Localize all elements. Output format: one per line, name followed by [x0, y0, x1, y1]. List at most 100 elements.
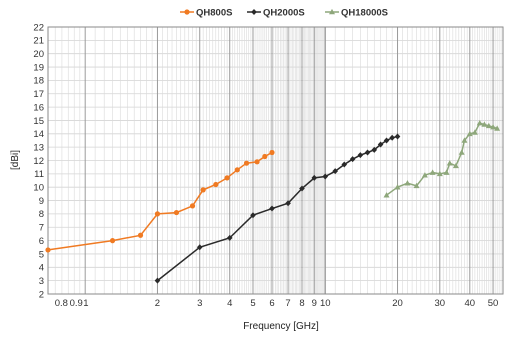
legend-item-qh2000s: QH2000S: [247, 7, 305, 18]
data-point-qh18000s: [481, 121, 488, 127]
y-tick-label: 10: [33, 183, 44, 194]
data-point-qh18000s: [452, 162, 459, 169]
data-point-qh2000s: [269, 205, 275, 212]
x-tick-label: 40: [465, 298, 476, 309]
y-tick-label: 20: [33, 49, 44, 60]
data-point-qh18000s: [446, 160, 453, 166]
x-tick-label: 5: [250, 298, 255, 309]
data-point-qh18000s: [429, 169, 436, 175]
x-tick-label: 2: [155, 298, 160, 309]
data-point-qh2000s: [349, 156, 356, 163]
data-point-qh2000s: [377, 141, 384, 148]
data-point-qh18000s: [421, 172, 428, 178]
legend-item-qh18000s: QH18000S: [325, 7, 388, 18]
x-tick-labels: 0.8 0.9 1 2 3 4 5 6 7 8 9 10 20 30 40 50: [55, 298, 499, 309]
data-point-qh18000s: [490, 124, 497, 130]
data-point-qh2000s: [154, 277, 161, 284]
y-tick-label: 7: [39, 223, 44, 234]
x-tick-label: 7: [285, 298, 290, 309]
data-point-qh2000s: [332, 168, 338, 175]
x-tick-label: 0.9: [70, 298, 83, 309]
y-tick-label: 9: [39, 196, 44, 207]
x-tick-label: 6: [269, 298, 274, 309]
data-point-qh18000s: [404, 180, 411, 186]
plot-border: [47, 26, 504, 295]
x-tick-label: 30: [435, 298, 446, 309]
y-axis-label: [dBi]: [10, 150, 21, 170]
y-tick-label: 6: [39, 236, 44, 247]
x-tick-label: 10: [320, 298, 331, 309]
series-qh800s: [45, 149, 275, 253]
data-point-qh18000s: [485, 122, 492, 129]
y-tick-label: 5: [39, 249, 44, 260]
data-point-qh18000s: [383, 192, 390, 198]
data-point-qh2000s: [389, 134, 395, 141]
y-tick-label: 21: [33, 36, 44, 47]
data-point-qh18000s: [466, 130, 473, 137]
data-point-qh2000s: [394, 133, 401, 140]
legend-label-qh18000s: QH18000S: [341, 7, 388, 18]
legend: QH800S QH2000S QH18000S: [180, 7, 388, 18]
series-group: [45, 120, 501, 284]
data-point-qh18000s: [458, 149, 465, 155]
data-point-qh2000s: [311, 174, 318, 181]
y-tick-label: 18: [33, 76, 44, 87]
legend-label-qh2000s: QH2000S: [263, 7, 305, 18]
data-point-qh2000s: [250, 212, 256, 219]
x-tick-label: 1: [83, 298, 88, 309]
data-point-qh2000s: [285, 200, 291, 207]
data-point-qh18000s: [443, 169, 450, 175]
series-qh2000s: [154, 133, 401, 284]
data-point-qh800s: [109, 238, 116, 244]
data-point-qh800s: [224, 175, 230, 181]
data-point-qh800s: [137, 232, 144, 238]
x-tick-label: 9: [312, 298, 317, 309]
legend-label-qh800s: QH800S: [196, 7, 232, 18]
data-point-qh800s: [200, 187, 206, 193]
y-tick-label: 3: [39, 276, 44, 287]
data-point-qh2000s: [357, 152, 364, 159]
data-point-qh18000s: [394, 184, 401, 190]
data-point-qh800s: [243, 160, 250, 166]
legend-marker-qh800s: [184, 9, 190, 15]
y-tick-label: 16: [33, 102, 44, 113]
x-tick-label: 3: [197, 298, 202, 309]
y-tick-label: 14: [33, 129, 44, 140]
data-point-qh18000s: [471, 129, 478, 135]
y-tick-label: 12: [33, 156, 44, 167]
data-point-qh2000s: [299, 185, 305, 192]
data-point-qh800s: [189, 203, 196, 209]
y-tick-label: 15: [33, 116, 44, 127]
data-point-qh800s: [173, 209, 180, 216]
data-point-qh18000s: [494, 125, 501, 131]
data-point-qh2000s: [383, 137, 390, 144]
y-tick-label: 2: [39, 289, 44, 300]
data-point-qh800s: [154, 211, 161, 217]
grid: [47, 26, 504, 295]
plot-frame: [47, 26, 504, 295]
data-point-qh2000s: [322, 173, 329, 180]
data-point-qh2000s: [364, 149, 371, 156]
x-tick-label: 4: [227, 298, 232, 309]
data-point-qh18000s: [413, 182, 420, 189]
data-point-qh800s: [269, 149, 275, 156]
y-tick-label: 22: [33, 22, 44, 33]
y-tick-label: 19: [33, 62, 44, 73]
data-point-qh800s: [45, 247, 51, 253]
data-point-qh2000s: [226, 234, 233, 241]
data-point-qh18000s: [461, 137, 468, 143]
x-tick-label: 0.8: [55, 298, 68, 309]
data-point-qh18000s: [476, 120, 483, 126]
data-point-qh2000s: [341, 161, 348, 168]
data-point-qh800s: [254, 159, 260, 165]
data-point-qh2000s: [196, 244, 203, 251]
y-tick-label: 8: [39, 209, 44, 220]
y-tick-label: 4: [39, 263, 44, 274]
data-point-qh800s: [213, 181, 219, 188]
y-tick-label: 17: [33, 89, 44, 100]
x-tick-label: 8: [299, 298, 304, 309]
legend-marker-qh2000s: [251, 9, 257, 15]
y-tick-label: 11: [34, 169, 44, 180]
y-tick-labels: 2 3 4 5 6 7 8 9 10 11 12 13 14 15 16 17 18 19 20 21 22: [33, 22, 44, 300]
